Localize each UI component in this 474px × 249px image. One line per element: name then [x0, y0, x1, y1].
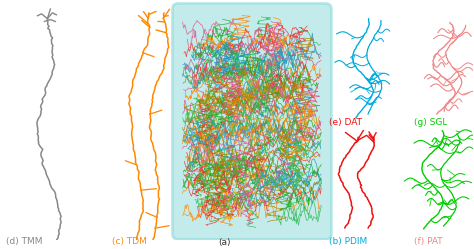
Text: (b) PDIM: (b) PDIM: [329, 237, 367, 246]
Text: (c) TDM: (c) TDM: [112, 237, 147, 246]
Text: (d) TMM: (d) TMM: [6, 237, 43, 246]
Text: (a): (a): [218, 238, 231, 247]
Text: (f) PAT: (f) PAT: [414, 237, 442, 246]
Text: (e) DAT: (e) DAT: [329, 118, 362, 127]
FancyBboxPatch shape: [173, 3, 331, 240]
Text: (g) SGL: (g) SGL: [414, 118, 447, 127]
